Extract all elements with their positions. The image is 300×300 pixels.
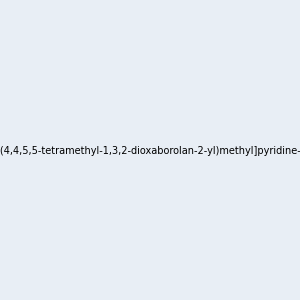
Text: 5-hydroxy-N-[(4,4,5,5-tetramethyl-1,3,2-dioxaborolan-2-yl)methyl]pyridine-3-carb: 5-hydroxy-N-[(4,4,5,5-tetramethyl-1,3,2-…: [0, 146, 300, 157]
